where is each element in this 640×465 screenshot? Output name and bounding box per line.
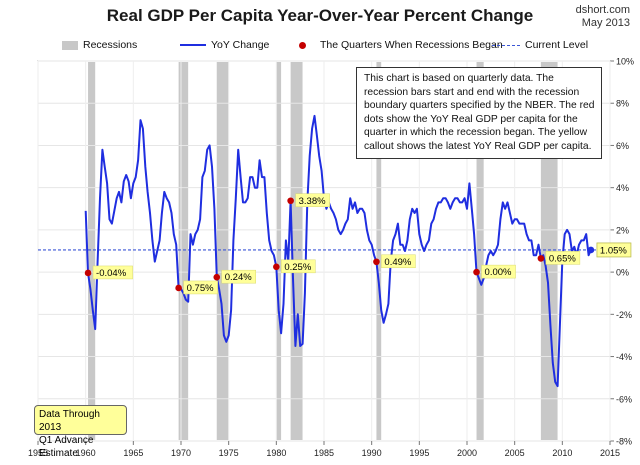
y-tick-label: 10% [616,57,634,67]
dash-swatch-icon [492,44,520,46]
callout-label: 0.75% [187,283,214,294]
y-tick-label: -6% [616,394,632,404]
recession-start-dot [287,197,294,205]
dot-callout: 0.00% [481,264,516,279]
dot-callout: -0.04% [92,265,133,280]
recession-bar [216,62,229,440]
current-level-label: 1.05% [600,245,627,256]
y-tick-label: 6% [616,141,629,151]
x-tick-label: 1995 [409,448,429,458]
source-credit: dshort.com May 2013 [576,4,630,30]
legend-yoy-label: YoY Change [211,39,270,51]
callout-box [221,269,256,284]
dot-callout: 0.49% [381,254,416,269]
callout-box [92,265,133,280]
recession-start-dot [273,263,280,271]
callout-label: 3.38% [299,196,326,207]
recession-bar [376,62,382,440]
recession-start-dot [537,255,545,262]
dot-callout: 0.65% [545,251,581,265]
recession-bar [290,62,303,440]
chart-note: This chart is based on quarterly data. T… [356,67,602,159]
callout-box [381,254,416,269]
x-tick-label: 1990 [362,448,382,458]
data-through-line2: Q1 Advance Estimate [39,435,94,459]
y-tick-label: 4% [616,183,629,193]
dot-callout: 0.24% [221,269,256,284]
legend-recessions: Recessions [62,37,137,53]
callout-label: 0.00% [485,267,512,278]
y-tick-label: 0% [616,268,629,278]
y-tick-label: 2% [616,225,629,235]
source-date: May 2013 [581,17,630,29]
x-tick-label: 2005 [505,448,525,458]
recession-start-dot [84,269,92,277]
recession-swatch-icon [62,40,78,50]
recession-bar [88,62,96,440]
callout-label: 0.49% [384,257,411,268]
data-through-box: Data Through 2013 Q1 Advance Estimate [34,405,127,459]
chart-title: Real GDP Per Capita Year-Over-Year Perce… [106,6,534,25]
x-tick-label: 1960 [76,448,96,458]
recession-bar [276,62,282,440]
recession-bar [476,62,484,440]
x-tick-label: 2010 [552,448,572,458]
callout-box [545,251,581,265]
callout-label: 0.25% [284,262,311,273]
dot-callout: 0.25% [281,259,316,274]
callout-label: 0.24% [225,272,252,283]
x-tick-label: 1975 [219,448,239,458]
line-swatch-icon [180,44,206,46]
recession-bar [178,62,189,440]
callout-box [183,280,218,295]
data-through-line1: Data Through 2013 [39,409,100,433]
current-level-dot [587,246,595,254]
legend-quarters: The Quarters When Recessions Began [290,37,503,53]
y-tick-label: 8% [616,99,629,109]
legend-quarters-label: The Quarters When Recessions Began [320,39,503,51]
legend-yoy: YoY Change [180,37,269,53]
x-tick-label: 1965 [123,448,143,458]
recession-start-dot [213,273,221,281]
recession-start-dot [473,268,480,276]
y-tick-label: -4% [616,352,632,362]
callout-box [295,193,330,208]
x-tick-label: 1980 [266,448,286,458]
dot-callout: 3.38% [295,193,330,208]
recession-start-dot [373,258,380,266]
callout-label: -0.04% [96,268,127,279]
x-tick-label: 1970 [171,448,191,458]
yoy-change-line [84,114,592,388]
x-tick-label: 1955 [28,448,48,458]
legend-current: Current Level [492,37,588,53]
x-tick-label: 1985 [314,448,334,458]
recession-start-dot [175,284,182,292]
legend-current-label: Current Level [525,39,589,51]
callout-box [481,264,516,279]
chart-legend: Recessions YoY Change The Quarters When … [62,37,622,53]
x-tick-label: 2015 [600,448,620,458]
legend-recessions-label: Recessions [83,39,138,51]
dot-callout: 0.75% [183,280,218,295]
x-tick-label: 2000 [457,448,477,458]
current-level-callout [596,242,632,258]
callout-box [281,259,316,274]
source-site: dshort.com [575,4,630,16]
dot-swatch-icon [299,41,306,49]
callout-label: 0.65% [549,253,576,264]
y-tick-label: -8% [616,437,632,447]
y-tick-label: -2% [616,310,632,320]
